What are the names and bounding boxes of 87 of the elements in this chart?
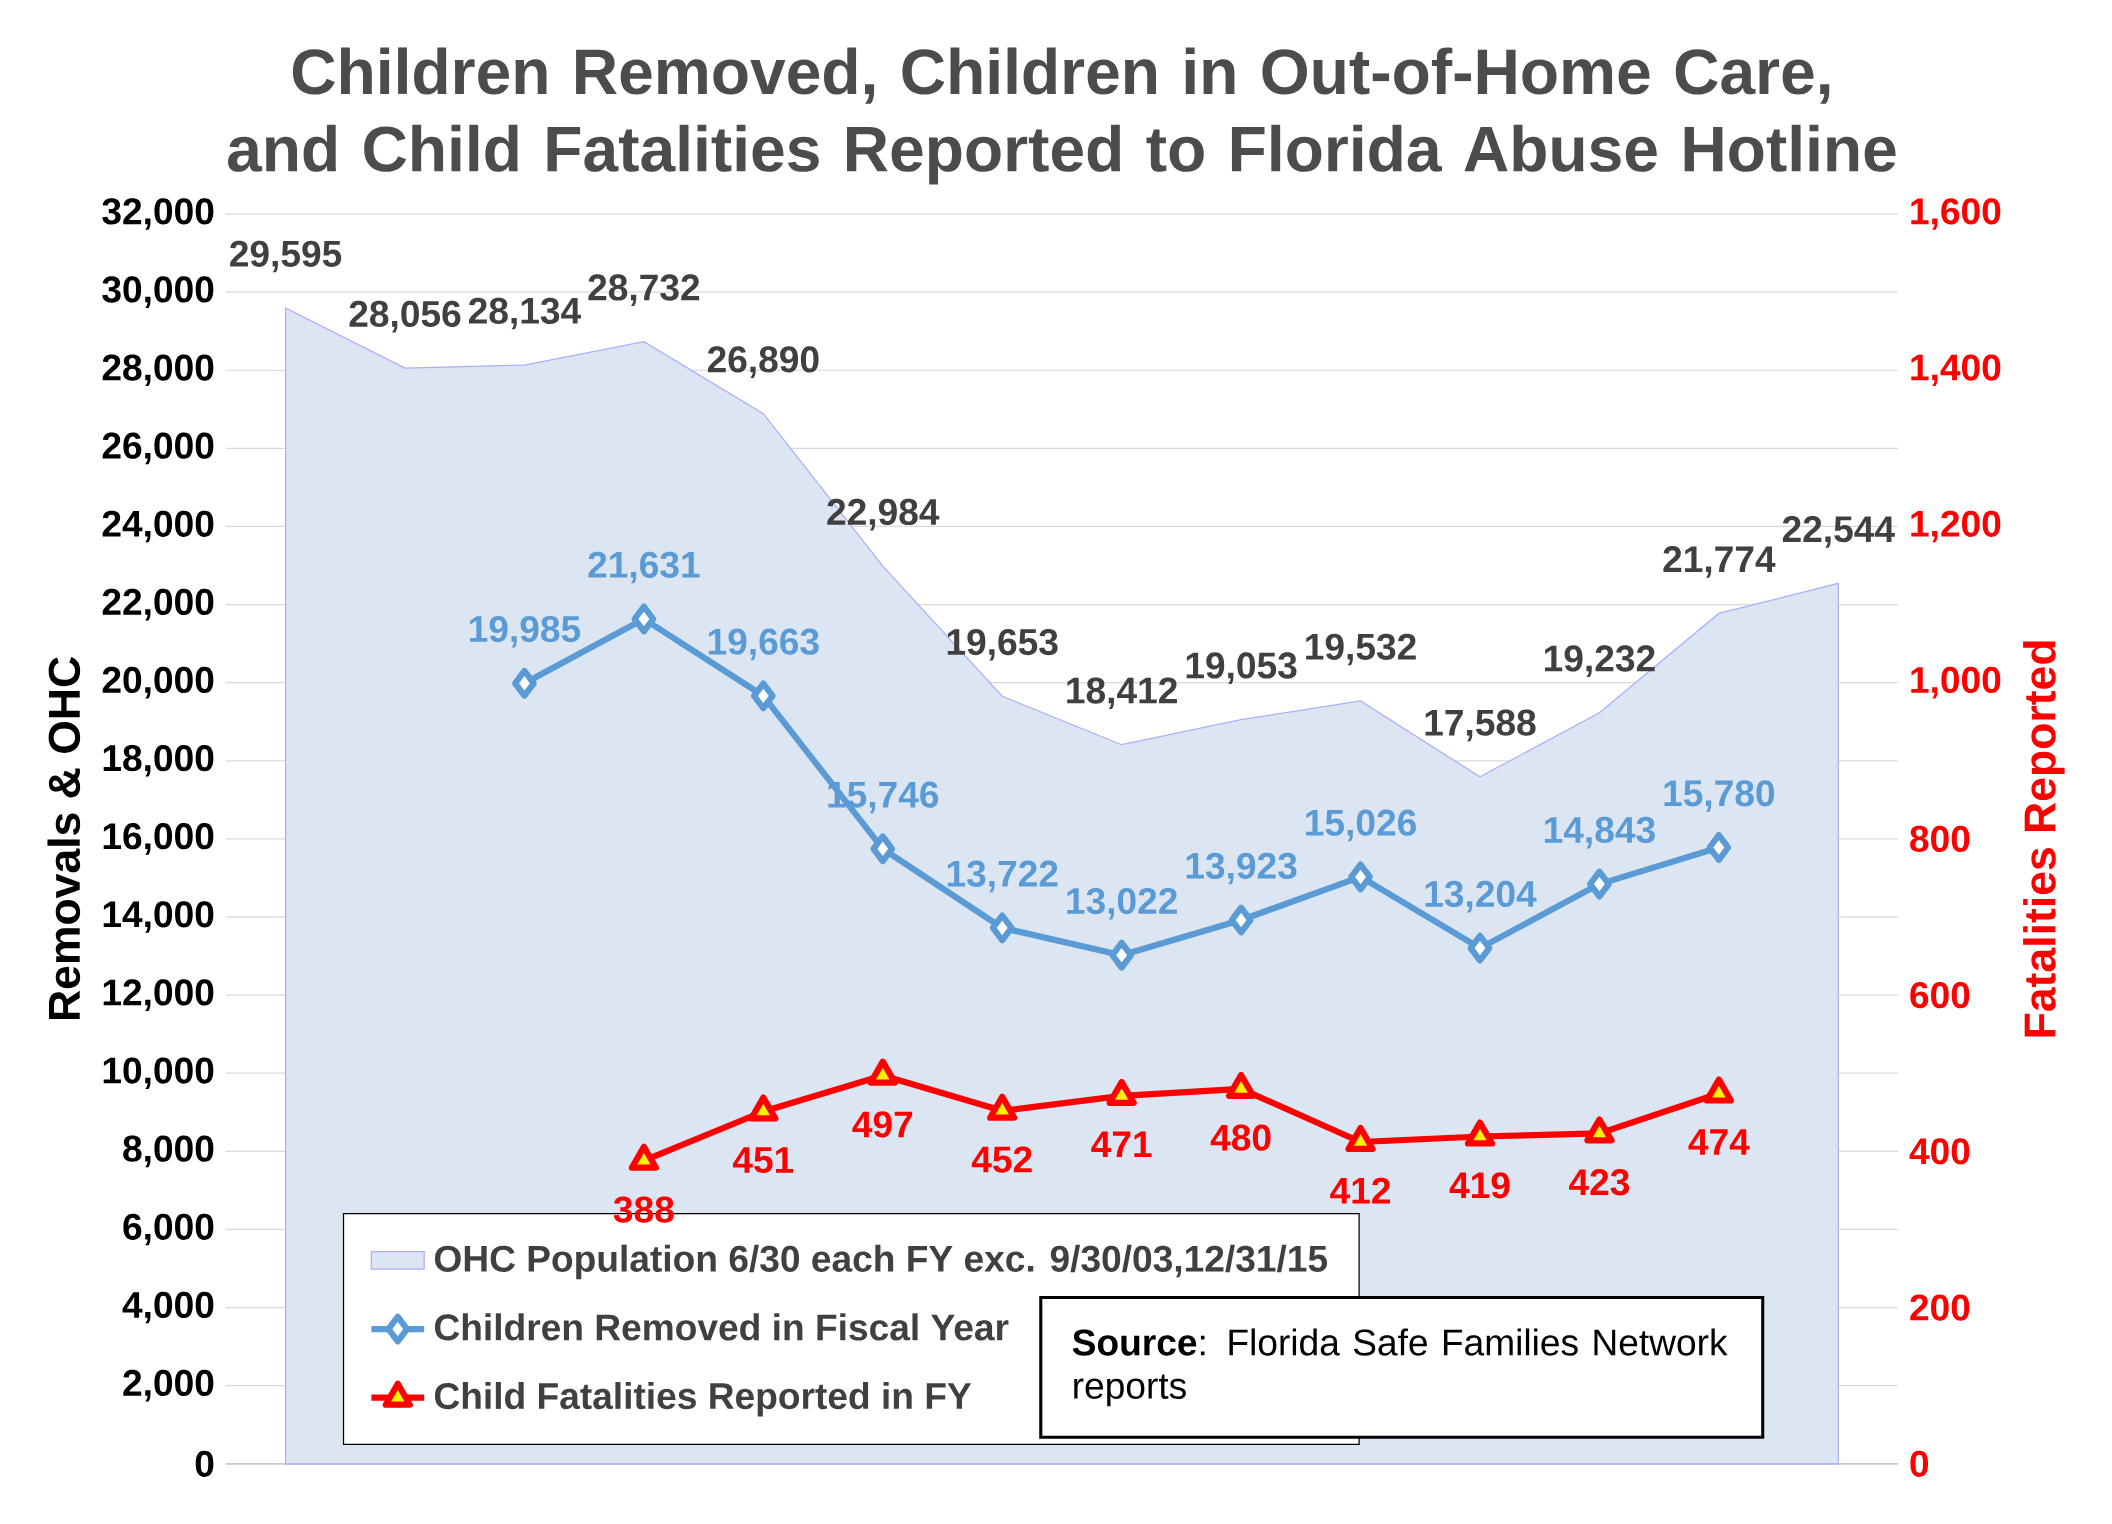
y-tick-label: 2,000 — [123, 1369, 214, 1402]
y2-tick-label: 1,600 — [1911, 198, 2001, 230]
point — [987, 1093, 1018, 1121]
data-label: 14,843 — [1544, 816, 1655, 849]
point — [1228, 904, 1254, 936]
point — [1584, 1116, 1615, 1144]
data-label: 19,232 — [1544, 645, 1655, 677]
data-label: 412 — [1330, 1177, 1391, 1204]
y2-tick-label: 800 — [1910, 825, 1970, 852]
data-label: 28,056 — [349, 300, 461, 333]
data-label: 15,026 — [1306, 809, 1416, 842]
point — [989, 912, 1015, 944]
data-label: 15,780 — [1664, 780, 1775, 812]
legend-label: OHC Population 6/30 each FY exc. 9/30/03,12/31/15 — [434, 1244, 1328, 1280]
data-label: 28,732 — [588, 274, 700, 306]
y-tick-label: 30,000 — [102, 276, 214, 308]
data-label: 26,890 — [707, 346, 819, 378]
point — [1348, 861, 1373, 893]
y-tick-label: 26,000 — [102, 432, 214, 464]
point — [1345, 1124, 1376, 1152]
point — [1587, 868, 1612, 900]
data-label: 419 — [1449, 1172, 1510, 1199]
point — [870, 833, 896, 865]
data-label: 18,412 — [1067, 677, 1177, 709]
y-tick-label: 4,000 — [122, 1291, 214, 1324]
y-tick-label: 24,000 — [102, 510, 214, 543]
chart-title: Children Removed, Children in Out-of-Home Care, and Child Fatalities Reported to Florida Abuse Hotline — [228, 47, 1896, 185]
y-tick-label: 8,000 — [123, 1135, 214, 1167]
data-label: 19,985 — [470, 615, 581, 648]
data-label: 17,588 — [1425, 709, 1536, 742]
point — [512, 667, 537, 699]
point — [628, 1143, 660, 1171]
data-label: 22,984 — [827, 498, 940, 531]
data-label: 19,663 — [708, 628, 819, 660]
y2-tick-label: 200 — [1910, 1294, 1970, 1321]
data-label: 13,722 — [947, 860, 1058, 893]
y-tick-label: 20,000 — [102, 666, 214, 699]
data-label: 451 — [732, 1147, 794, 1173]
y-tick-label: 28,000 — [102, 354, 214, 386]
y-tick-label: 16,000 — [103, 822, 214, 855]
y-tick-label: 0 — [195, 1450, 214, 1477]
y-tick-label: 22,000 — [102, 588, 214, 621]
point — [1225, 1071, 1257, 1099]
annotation: Source: Florida Safe Families Network reports — [1072, 1328, 1728, 1407]
y2-tick-label: 1,400 — [1911, 354, 2001, 386]
y-tick-label: 12,000 — [103, 979, 214, 1011]
data-label: 13,022 — [1067, 887, 1177, 920]
legend-label: Child Fatalities Reported in FY — [434, 1381, 972, 1417]
data-label: 29,595 — [230, 240, 342, 273]
data-label: 13,923 — [1186, 852, 1297, 885]
y2-tick-label: 0 — [1910, 1450, 1929, 1477]
y-tick-label: 18,000 — [103, 744, 214, 777]
point — [1106, 1078, 1137, 1106]
y-tick-label: 14,000 — [103, 901, 214, 933]
data-label: 19,053 — [1186, 652, 1297, 684]
point — [1703, 1076, 1735, 1104]
data-label: 452 — [971, 1146, 1032, 1173]
data-label: 21,631 — [588, 551, 700, 584]
y2-tick-label: 1,000 — [1911, 666, 2001, 699]
point — [750, 680, 776, 712]
point — [1467, 932, 1493, 964]
data-label: 19,532 — [1306, 633, 1416, 666]
y2-tick-label: 400 — [1909, 1138, 1970, 1165]
data-label: 480 — [1210, 1124, 1271, 1151]
data-label: 28,134 — [468, 297, 581, 330]
point — [1109, 939, 1135, 971]
data-label: 13,204 — [1425, 880, 1537, 913]
point — [631, 603, 657, 635]
data-label: 21,774 — [1663, 545, 1776, 578]
y-tick-label: 32,000 — [102, 198, 214, 230]
y2-tick-label: 1,200 — [1911, 510, 2001, 543]
data-label: 22,544 — [1782, 515, 1895, 548]
data-label: 19,653 — [947, 628, 1058, 661]
legend-label: Children Removed in Fiscal Year — [434, 1313, 1009, 1341]
data-label: 474 — [1688, 1129, 1750, 1155]
data-label: 497 — [852, 1111, 913, 1138]
y2-axis-title: Fatalities Reported — [2023, 641, 2065, 1037]
y-tick-label: 6,000 — [123, 1213, 214, 1246]
point — [1706, 831, 1732, 863]
data-label: 423 — [1569, 1168, 1630, 1196]
point — [1464, 1119, 1496, 1147]
y-axis-title: Removals & OHC — [47, 656, 81, 1019]
y-tick-label: 10,000 — [103, 1057, 214, 1089]
y2-tick-label: 600 — [1910, 981, 1970, 1009]
data-label: 471 — [1091, 1131, 1152, 1157]
point — [867, 1058, 898, 1086]
point — [748, 1094, 779, 1122]
